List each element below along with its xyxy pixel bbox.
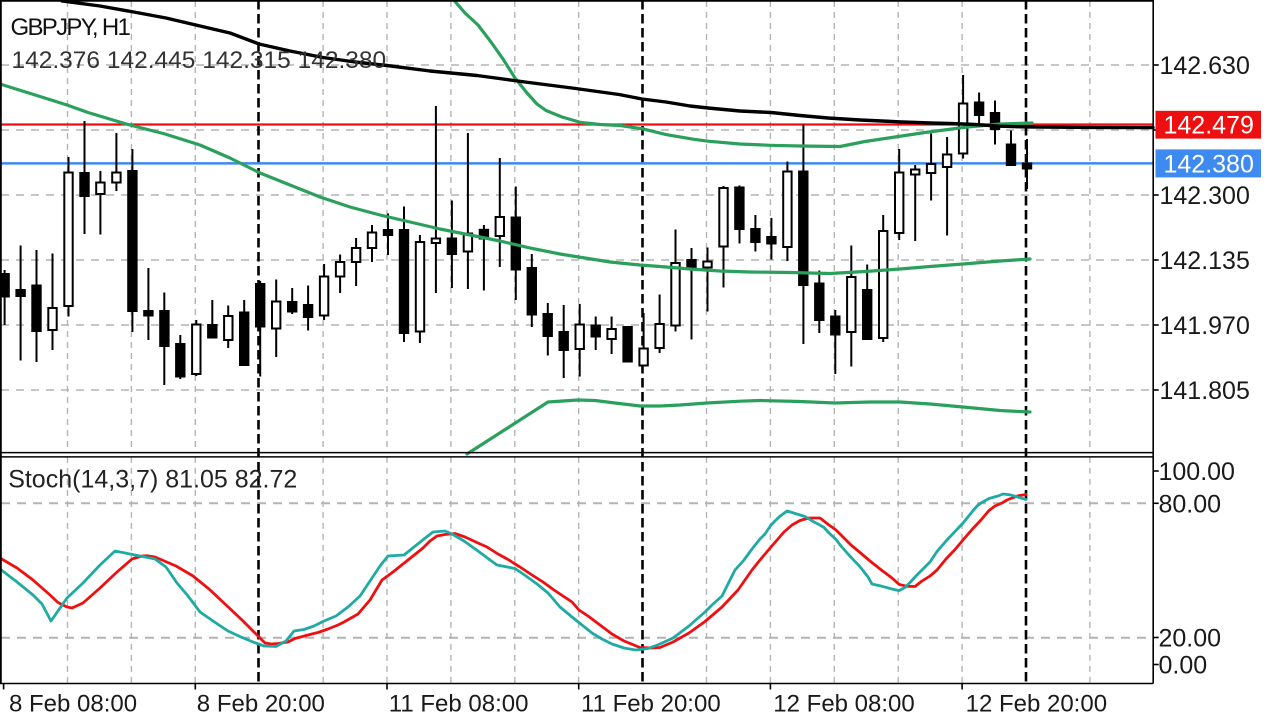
svg-text:8 Feb 20:00: 8 Feb 20:00 [197, 691, 325, 718]
svg-text:Stoch(14,3,7) 81.05 82.72: Stoch(14,3,7) 81.05 82.72 [8, 466, 297, 494]
svg-text:0.00: 0.00 [1159, 652, 1208, 680]
svg-text:11 Feb 20:00: 11 Feb 20:00 [581, 691, 721, 718]
svg-text:12 Feb 20:00: 12 Feb 20:00 [966, 691, 1107, 718]
svg-text:141.805: 141.805 [1160, 377, 1250, 405]
svg-text:80.00: 80.00 [1159, 490, 1222, 518]
svg-text:100.00: 100.00 [1159, 458, 1235, 486]
svg-text:142.300: 142.300 [1160, 182, 1250, 210]
svg-text:142.376 142.445 142.315 142.38: 142.376 142.445 142.315 142.380 [12, 47, 387, 74]
svg-text:8 Feb 08:00: 8 Feb 08:00 [9, 691, 137, 718]
svg-text:20.00: 20.00 [1159, 625, 1222, 653]
svg-text:141.970: 141.970 [1160, 312, 1250, 340]
svg-text:142.135: 142.135 [1160, 247, 1250, 275]
svg-text:11 Feb 08:00: 11 Feb 08:00 [389, 691, 529, 718]
svg-text:GBPJPY, H1: GBPJPY, H1 [11, 14, 131, 41]
svg-text:142.630: 142.630 [1160, 52, 1250, 80]
svg-text:142.479: 142.479 [1164, 112, 1254, 140]
svg-text:142.380: 142.380 [1164, 150, 1254, 178]
svg-text:12 Feb 08:00: 12 Feb 08:00 [773, 691, 914, 718]
